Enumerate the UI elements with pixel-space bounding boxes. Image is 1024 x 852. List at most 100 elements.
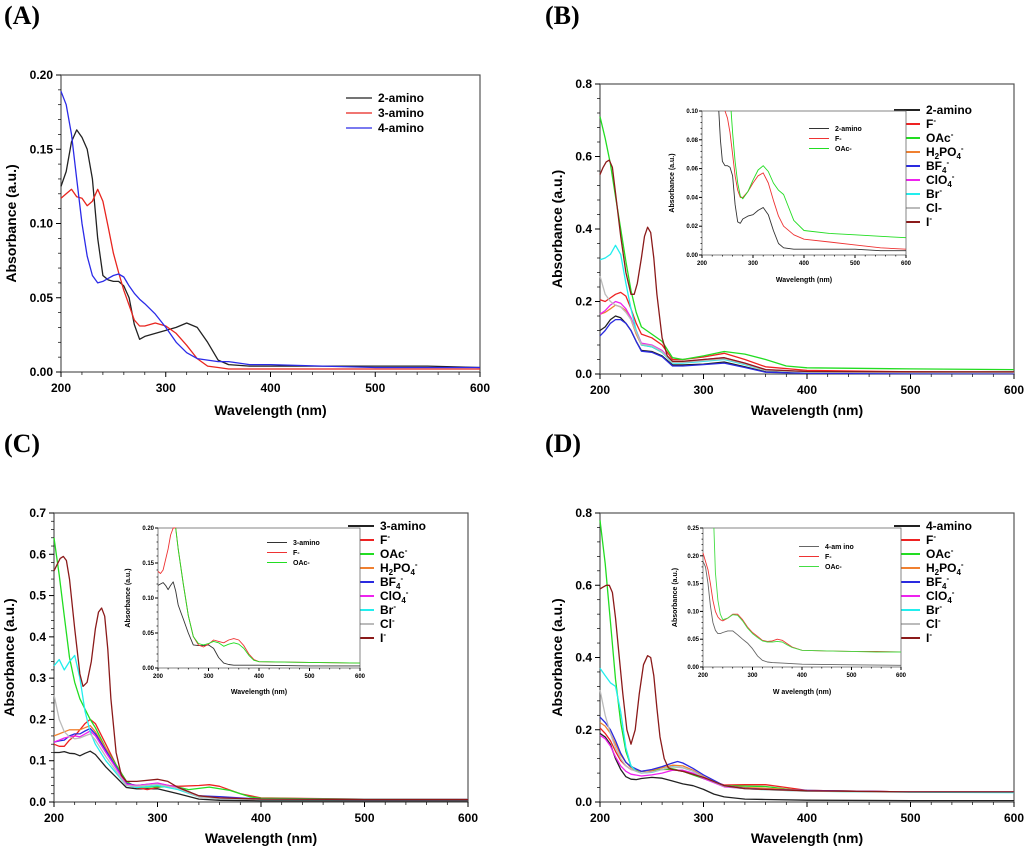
series-line-i <box>599 584 1014 793</box>
x-tick-label: 200 <box>590 811 610 825</box>
legend-label: OAc- <box>926 130 954 145</box>
inset-x-axis-label: W avelength (nm) <box>773 689 831 696</box>
legend-label: F- <box>926 116 936 131</box>
legend-label: Br- <box>380 602 396 617</box>
series-line-4-am-ino <box>702 561 902 666</box>
y-tick-label: 0.0 <box>575 795 592 809</box>
series-line-f <box>599 291 1015 374</box>
y-tick-label: 0.6 <box>29 547 46 561</box>
x-tick-label: 200 <box>697 261 708 267</box>
x-tick-label: 300 <box>156 381 176 395</box>
x-tick-label: 400 <box>797 811 817 825</box>
x-tick-label: 500 <box>900 383 920 397</box>
x-tick-label: 500 <box>850 261 861 267</box>
series-line-3-amino <box>60 188 480 370</box>
y-tick-label: 0.10 <box>686 109 698 115</box>
legend-label: I- <box>380 630 386 645</box>
y-tick-label: 0.4 <box>575 222 592 236</box>
y-tick-label: 0.2 <box>29 712 46 726</box>
x-tick-label: 200 <box>153 674 164 680</box>
legend-label: I- <box>926 214 932 229</box>
legend-label: OAc- <box>926 546 954 561</box>
x-tick-label: 200 <box>590 383 610 397</box>
legend-label: Cl- <box>926 201 942 215</box>
series-line-3-amino <box>157 581 360 667</box>
legend-label: ClO4- <box>926 172 955 189</box>
legend-label: Br- <box>926 186 942 201</box>
inset-chart: 200 300 400 500 600 0.00 0.05 0.10 0.15 0.20 Wavel… <box>125 526 366 696</box>
y-tick-label: 0.05 <box>687 637 699 643</box>
legend-label: 2-amino <box>926 103 972 117</box>
series-line-4-amino <box>599 732 1014 802</box>
y-tick-label: 0.08 <box>686 138 698 144</box>
inset-legend: 2-amino F- OAc- <box>809 126 862 153</box>
y-tick-label: 0.8 <box>575 506 592 520</box>
inset-legend-label: 4-am ino <box>825 544 854 551</box>
inset-x-axis-label: Wavelength (nm) <box>231 689 287 696</box>
legend-label: ClO4- <box>380 588 409 605</box>
x-tick-label: 500 <box>900 811 920 825</box>
x-axis-label: Wavelength (nm) <box>751 402 863 418</box>
inset-legend: 4-am ino F- OAc- <box>799 544 854 571</box>
series-line-cl <box>53 694 468 801</box>
y-tick-label: 0.05 <box>30 291 54 305</box>
x-tick-label: 500 <box>846 673 857 679</box>
y-tick-label: 0.6 <box>575 578 592 592</box>
legend-label: 3-amino <box>380 519 426 533</box>
panel-label: (D) <box>545 429 581 458</box>
x-tick-label: 400 <box>251 811 271 825</box>
series-line-i <box>599 159 1014 373</box>
legend-label: 4-amino <box>926 519 972 533</box>
legend-label: F- <box>926 532 936 547</box>
legend-label: 3-amino <box>378 106 424 120</box>
y-tick-label: 0.0 <box>29 795 46 809</box>
x-tick-label: 400 <box>799 261 810 267</box>
y-tick-label: 0.7 <box>29 506 46 520</box>
inset-legend-label: OAc- <box>825 564 842 571</box>
x-tick-label: 600 <box>355 674 366 680</box>
inset-y-axis-label: Absorbance (a.u.) <box>669 153 676 212</box>
y-tick-label: 0.20 <box>30 68 54 82</box>
y-axis-label: Absorbance (a.u.) <box>3 164 19 282</box>
legend-label: 4-amino <box>378 121 424 135</box>
x-tick-label: 500 <box>365 381 385 395</box>
inset-legend-label: OAc- <box>835 146 852 153</box>
x-tick-label: 400 <box>260 381 280 395</box>
inset-legend-label: F- <box>835 136 842 143</box>
inset-frame <box>702 527 902 668</box>
series-line-oac- <box>713 527 901 653</box>
x-tick-label: 400 <box>254 674 265 680</box>
x-tick-label: 300 <box>693 811 713 825</box>
legend-label: ClO4- <box>926 588 955 605</box>
x-tick-label: 300 <box>747 673 758 679</box>
series-line-i <box>53 555 468 801</box>
y-tick-label: 0.04 <box>686 195 698 201</box>
series-line-2-amino <box>60 129 481 369</box>
legend-label: I- <box>926 630 932 645</box>
x-axis-label: Wavelength (nm) <box>214 402 326 418</box>
y-tick-label: 0.10 <box>142 596 154 602</box>
legend-label: Cl- <box>926 616 941 631</box>
y-tick-label: 0.4 <box>575 651 592 665</box>
x-tick-label: 400 <box>797 383 817 397</box>
series-line-2-amino <box>718 110 906 252</box>
x-tick-label: 300 <box>748 261 759 267</box>
y-tick-label: 0.15 <box>142 561 154 567</box>
inset-legend: 3-amino F- OAc- <box>267 540 320 567</box>
y-tick-label: 0.4 <box>29 630 46 644</box>
legend-label: Cl- <box>380 616 395 631</box>
legend-label: OAc- <box>380 546 408 561</box>
y-tick-label: 0.20 <box>142 526 154 532</box>
panel-label: (A) <box>4 1 40 30</box>
y-tick-label: 0.20 <box>687 554 699 560</box>
inset-legend-label: F- <box>293 550 300 557</box>
y-tick-label: 0.05 <box>142 631 154 637</box>
y-tick-label: 0.06 <box>686 167 698 173</box>
y-tick-label: 0.10 <box>30 217 54 231</box>
y-tick-label: 0.2 <box>575 295 592 309</box>
x-tick-label: 600 <box>901 261 912 267</box>
x-tick-label: 300 <box>203 674 214 680</box>
panel-c: (C) 200 300 400 500 600 0.0 0.1 0.2 0.3 0.4 0.5 0.6 0… <box>1 429 478 846</box>
